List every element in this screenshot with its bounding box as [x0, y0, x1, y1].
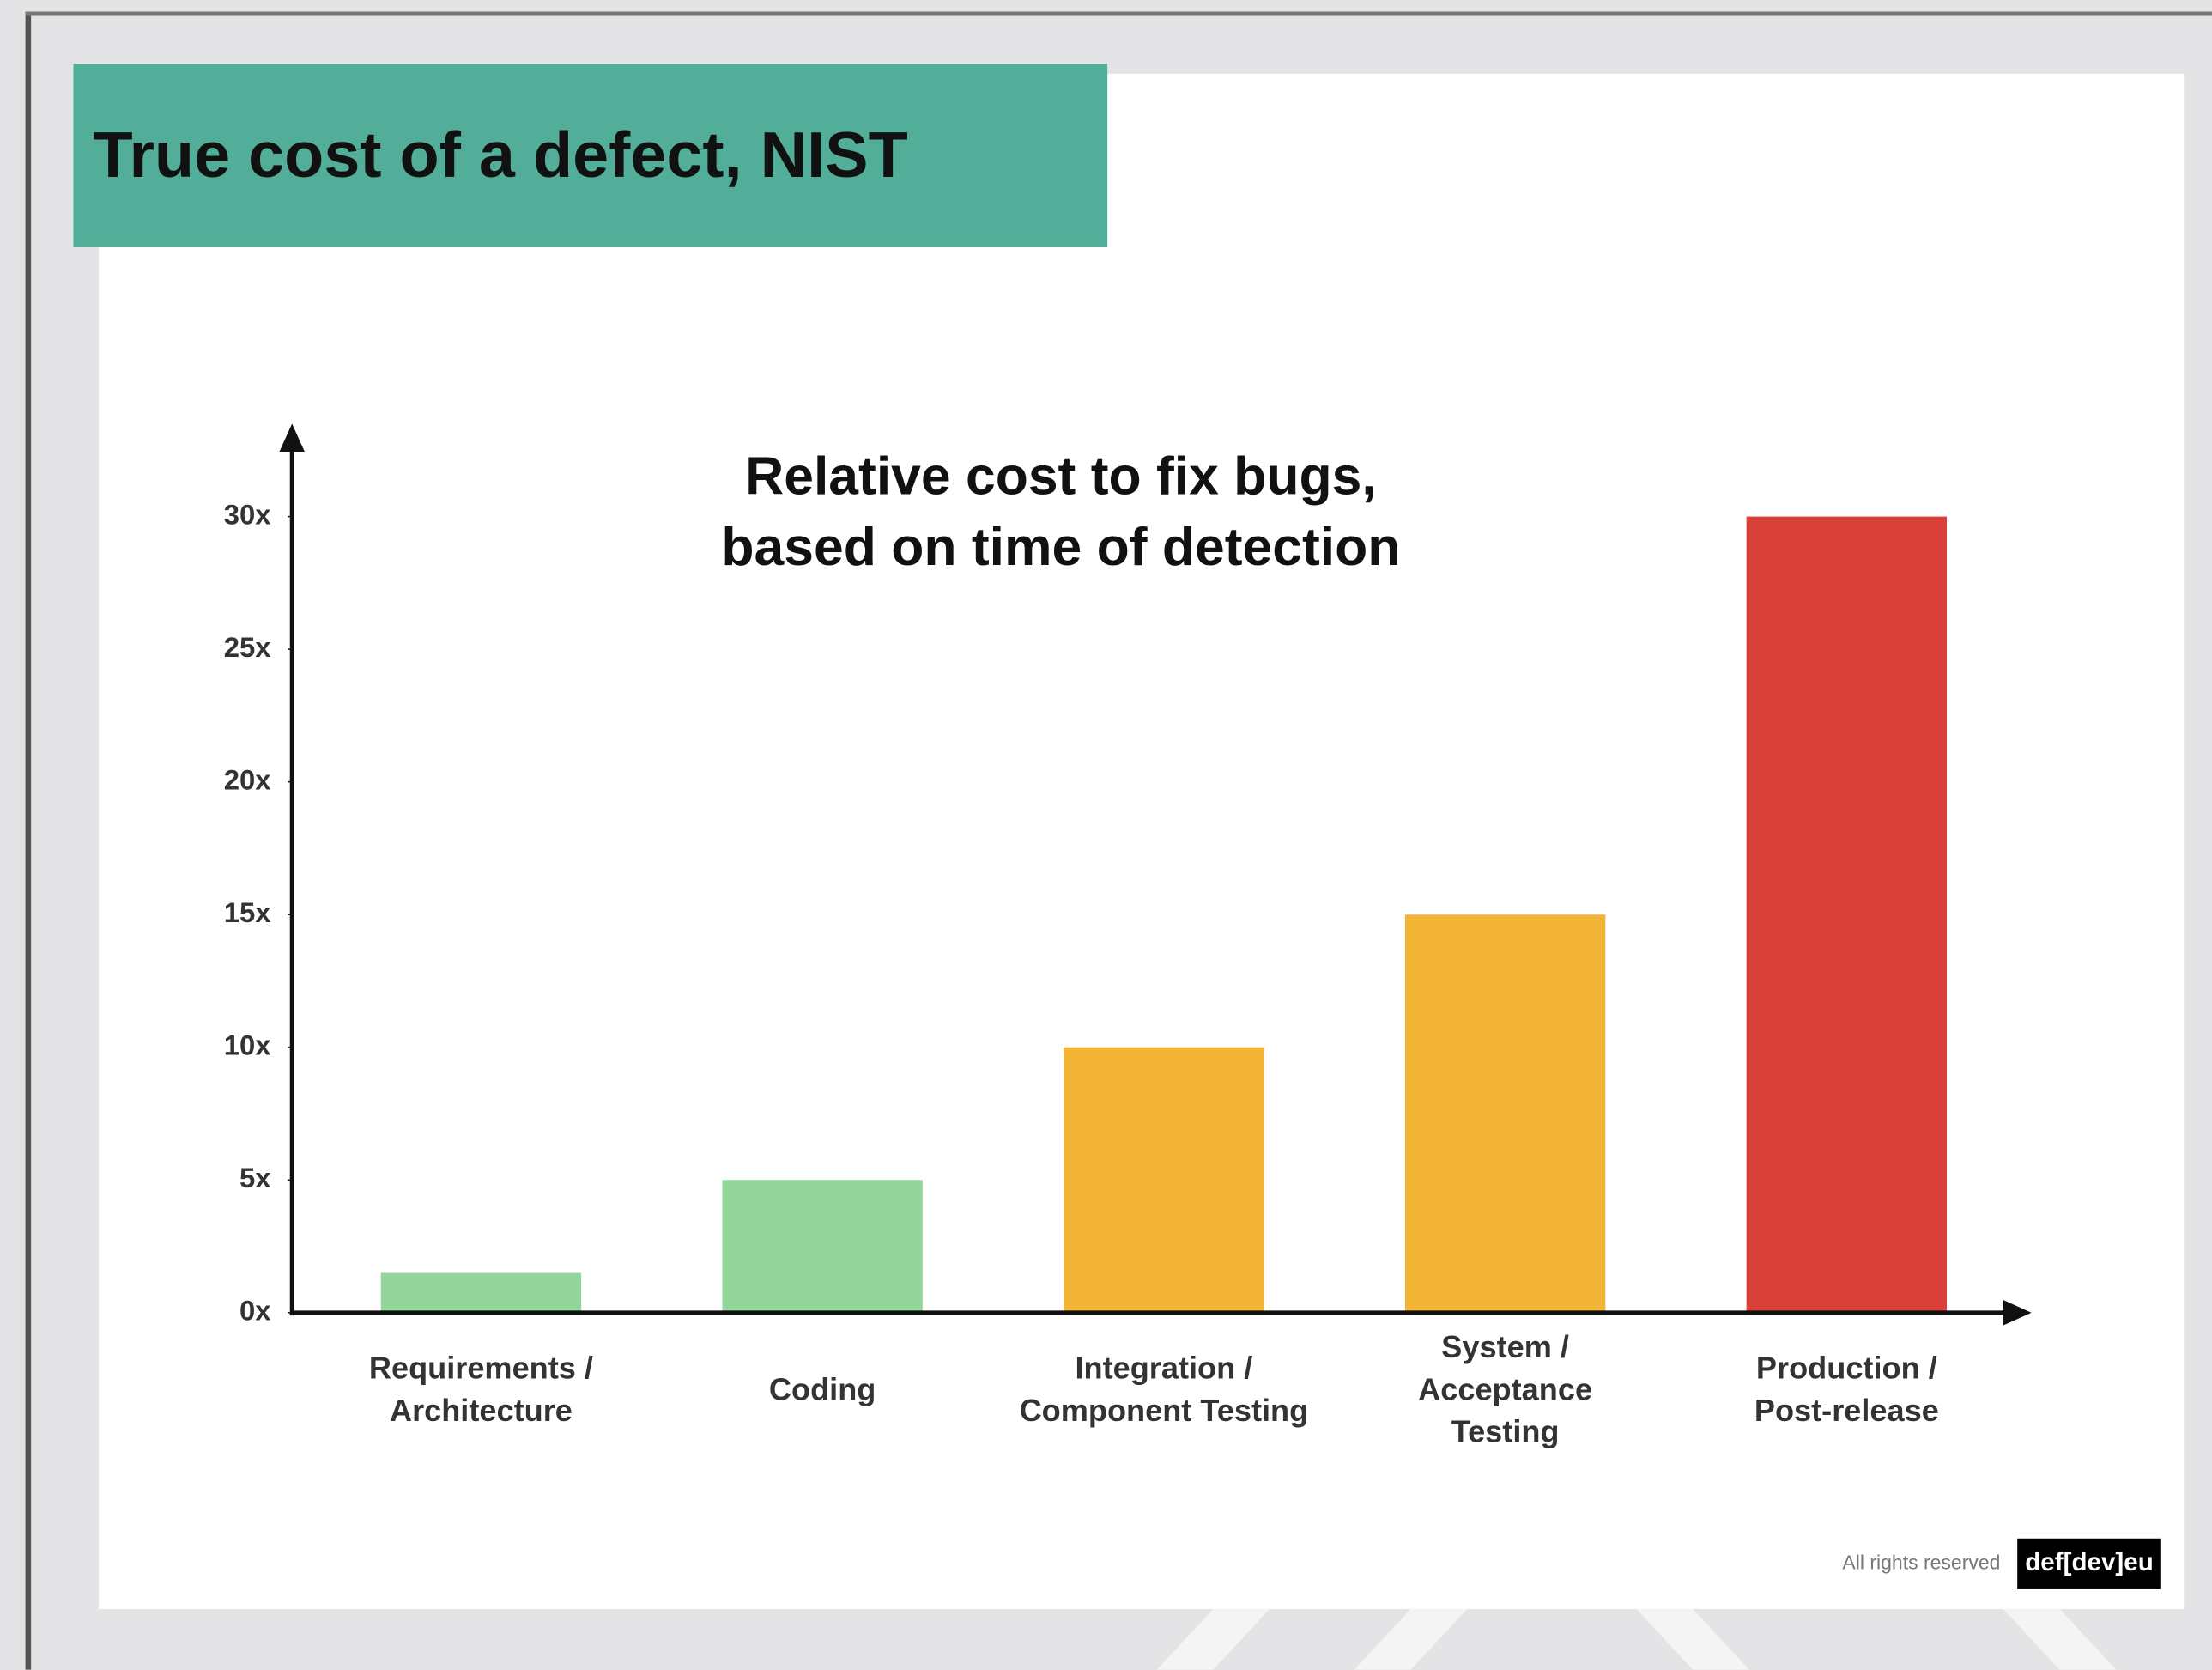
y-tick-label: 25x [224, 631, 272, 663]
y-tick-label: 5x [239, 1162, 271, 1193]
x-tick-label: Production / [1756, 1351, 1937, 1386]
bar [380, 1272, 582, 1313]
chart-title: Relative cost to fix bugs, [745, 446, 1377, 507]
rights-text: All rights reserved [1842, 1551, 2000, 1573]
x-axis-arrow [2003, 1300, 2032, 1326]
logo: def[dev]eu [2025, 1548, 2154, 1576]
bar [722, 1180, 923, 1313]
x-tick-label: System / [1441, 1329, 1569, 1364]
x-tick-label: Testing [1451, 1414, 1560, 1449]
x-tick-label: Post-release [1754, 1393, 1939, 1428]
x-tick-label: Acceptance [1418, 1371, 1592, 1406]
background-stripes [1156, 1608, 2117, 1670]
frame-edge [25, 11, 32, 1670]
y-tick-label: 10x [224, 1029, 272, 1060]
header-banner [73, 64, 1108, 247]
y-tick-label: 15x [224, 896, 272, 928]
x-tick-label: Requirements / [369, 1351, 593, 1386]
y-tick-label: 20x [224, 763, 272, 795]
bar [1746, 516, 1948, 1313]
x-tick-label: Coding [769, 1371, 876, 1406]
frame-edge-top [25, 11, 2212, 16]
y-axis-arrow [279, 423, 305, 452]
bar [1404, 914, 1606, 1313]
bar [1064, 1047, 1264, 1313]
y-tick-label: 0x [239, 1295, 271, 1327]
logo-box [2017, 1538, 2161, 1589]
chart-title: based on time of detection [721, 517, 1400, 577]
y-tick-label: 30x [224, 498, 272, 530]
x-tick-label: Architecture [390, 1393, 573, 1428]
x-tick-label: Integration / [1075, 1351, 1252, 1386]
slide-title: True cost of a defect, NIST [93, 119, 907, 191]
x-tick-label: Component Testing [1020, 1393, 1309, 1428]
